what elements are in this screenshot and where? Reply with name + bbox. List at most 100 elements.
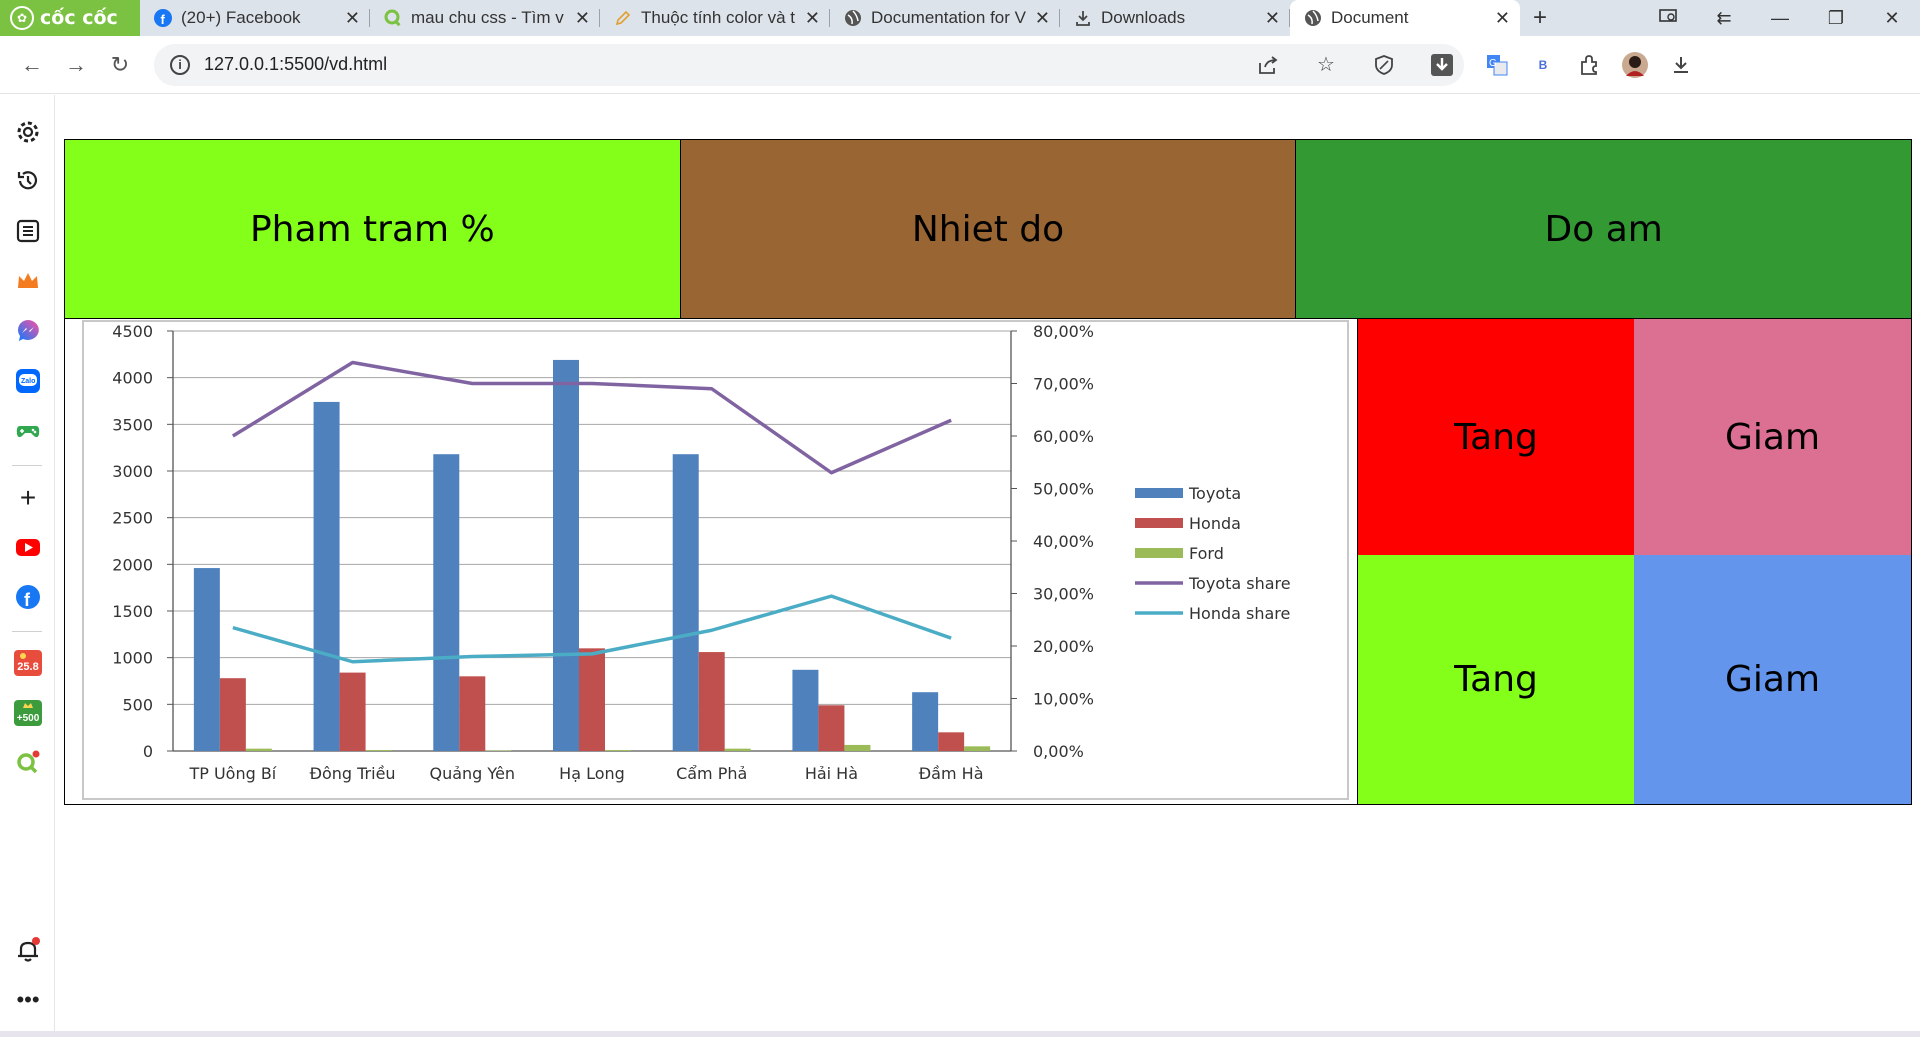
back-button[interactable]: ← <box>21 51 43 77</box>
x-tick-label: Hải Hà <box>805 764 858 783</box>
tab-documentation[interactable]: Documentation for V ✕ <box>830 0 1060 36</box>
y2-tick-label: 70,00% <box>1033 375 1094 394</box>
y-tick-label: 500 <box>122 695 153 714</box>
coccoc-menu-button[interactable]: ✿ cốc cốc <box>0 0 140 36</box>
svg-text:G: G <box>1489 58 1497 69</box>
cell-giam-blue: Giam <box>1634 555 1911 804</box>
weather-badge-icon[interactable]: 25.8 <box>13 647 43 677</box>
more-options-icon[interactable]: ••• <box>16 987 40 1012</box>
tab-facebook[interactable]: f (20+) Facebook ✕ <box>140 0 370 36</box>
tab-list-icon[interactable]: ⇇ <box>1716 7 1732 28</box>
x-tick-label: Đông Triều <box>310 764 396 783</box>
translate-badge[interactable]: B <box>1538 57 1548 72</box>
savior-download-icon[interactable] <box>1420 53 1464 77</box>
downloads-icon[interactable] <box>1658 55 1704 75</box>
y-tick-label: 4000 <box>112 369 153 388</box>
zalo-icon[interactable]: Zalo <box>13 366 43 396</box>
tab-search-mau-chu-css[interactable]: mau chu css - Tìm v ✕ <box>370 0 600 36</box>
tab-title: mau chu css - Tìm v <box>411 8 564 27</box>
tab-title: Thuộc tính color và t <box>641 8 796 27</box>
close-icon[interactable]: ✕ <box>344 7 360 28</box>
bar-toyota <box>553 359 579 751</box>
reload-button[interactable]: ↻ <box>110 51 130 77</box>
bar-honda <box>698 652 725 751</box>
legend-label: Honda share <box>1189 604 1290 623</box>
reading-list-icon[interactable] <box>13 216 43 246</box>
profile-avatar[interactable] <box>1612 51 1658 79</box>
close-icon[interactable]: ✕ <box>1494 7 1510 28</box>
screen-capture-icon[interactable] <box>1640 7 1696 30</box>
tab-downloads[interactable]: Downloads ✕ <box>1060 0 1290 36</box>
messenger-icon[interactable] <box>13 316 43 346</box>
legend-label: Ford <box>1189 544 1224 563</box>
game-controller-icon[interactable] <box>13 416 43 446</box>
bar-honda <box>938 732 965 751</box>
cell-tang-green: Tang <box>1358 555 1634 804</box>
sidebar: Zalo + f 25.8 +500 ••• <box>0 95 55 1037</box>
line-toyota-share <box>231 360 952 475</box>
bottom-edge <box>0 1031 1920 1037</box>
bar-ford <box>365 750 392 751</box>
cell-label: Giam <box>1724 416 1821 458</box>
close-icon[interactable]: ✕ <box>574 7 590 28</box>
bookmark-star-icon[interactable]: ☆ <box>1317 54 1335 76</box>
chart-image: 0 500 1000 1500 2000 2500 3000 3500 4000 4500 0,00… <box>65 319 1358 804</box>
facebook-icon: f <box>154 9 172 27</box>
youtube-icon[interactable] <box>13 532 43 562</box>
notification-bell-icon[interactable] <box>13 935 43 965</box>
weather-badge-text: 25.8 <box>17 661 38 673</box>
add-sidebar-app-icon[interactable]: + <box>19 482 37 513</box>
y-tick-label: 2500 <box>112 509 153 528</box>
address-bar[interactable]: i 127.0.0.1:5500/vd.html ☆ <box>154 43 1464 86</box>
bar-toyota <box>433 454 460 751</box>
legend-swatch <box>1135 488 1183 498</box>
legend-label: Toyota <box>1188 484 1241 503</box>
line-honda-share <box>232 594 952 664</box>
tab-title: Documentation for V <box>871 8 1026 27</box>
x-tick-label: Hạ Long <box>559 764 625 783</box>
sidebar-divider <box>12 465 42 466</box>
minimize-button[interactable]: — <box>1771 7 1789 28</box>
globe-icon <box>844 9 862 27</box>
close-icon[interactable]: ✕ <box>1264 7 1280 28</box>
share-icon[interactable] <box>1246 55 1290 75</box>
tab-document[interactable]: Document ✕ <box>1290 0 1520 36</box>
y-tick-label: 0 <box>143 742 153 761</box>
settings-gear-icon[interactable] <box>13 117 43 147</box>
restore-button[interactable]: ❐ <box>1827 7 1845 28</box>
bar-ford <box>245 748 272 751</box>
translate-icon[interactable]: G <box>1474 54 1520 76</box>
y2-tick-label: 40,00% <box>1033 532 1094 551</box>
adblock-shield-icon[interactable] <box>1362 54 1406 75</box>
bar-honda <box>219 678 246 751</box>
tab-thuoc-tinh-color[interactable]: Thuộc tính color và t ✕ <box>600 0 830 36</box>
close-icon[interactable]: ✕ <box>1034 7 1050 28</box>
bar-honda <box>459 676 486 751</box>
svg-text:f: f <box>24 590 31 610</box>
y2-tick-label: 10,00% <box>1033 690 1094 709</box>
top-row: Pham tram % Nhiet do Do am <box>64 139 1912 319</box>
cell-label: Pham tram % <box>249 208 495 250</box>
cell-label: Tang <box>1454 659 1538 700</box>
y2-tick-label: 80,00% <box>1033 322 1094 341</box>
coccoc-search-icon <box>384 9 402 27</box>
extensions-puzzle-icon[interactable] <box>1566 54 1612 76</box>
new-tab-button[interactable]: + <box>1532 4 1547 31</box>
close-window-button[interactable]: ✕ <box>1884 7 1900 28</box>
crown-icon[interactable] <box>13 266 43 296</box>
download-icon <box>1074 9 1092 27</box>
tab-strip: ✿ cốc cốc f (20+) Facebook ✕ mau chu css… <box>0 0 1920 36</box>
close-icon[interactable]: ✕ <box>804 7 820 28</box>
url-text[interactable]: 127.0.0.1:5500/vd.html <box>204 54 388 74</box>
site-info-icon[interactable]: i <box>170 54 190 75</box>
forward-button[interactable]: → <box>65 51 87 77</box>
bar-toyota <box>672 454 699 751</box>
history-icon[interactable] <box>13 166 43 196</box>
legend-swatch <box>1135 518 1183 528</box>
points-badge-icon[interactable]: +500 <box>13 697 43 727</box>
coccoc-search-icon[interactable] <box>13 747 43 777</box>
y-tick-label: 3500 <box>112 415 153 434</box>
bar-honda <box>818 705 845 751</box>
facebook-icon[interactable]: f <box>13 582 43 612</box>
cell-do-am: Do am <box>1296 140 1912 318</box>
